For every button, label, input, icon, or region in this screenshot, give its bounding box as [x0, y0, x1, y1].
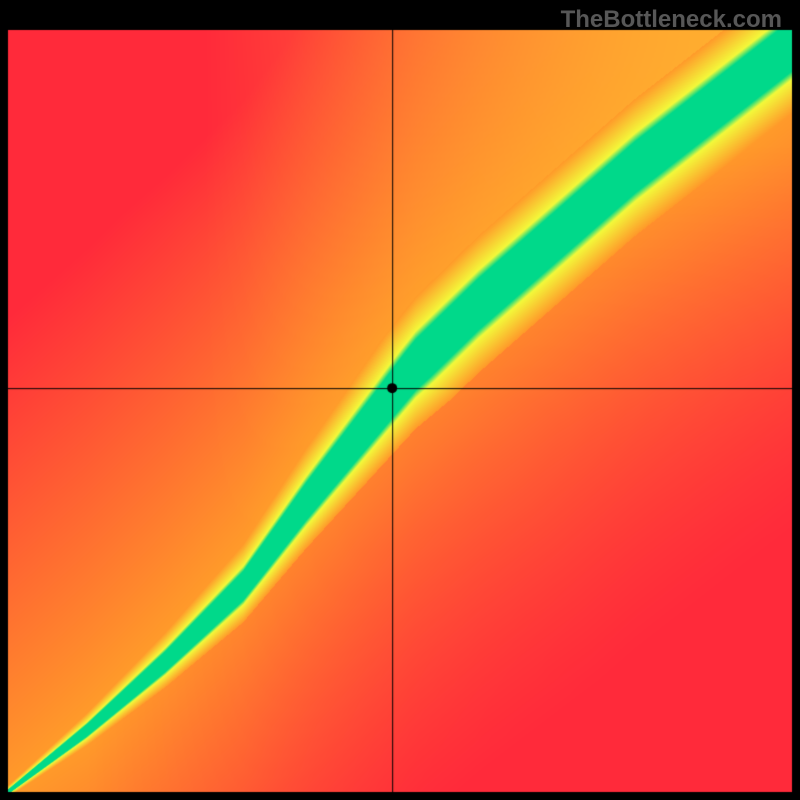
heatmap-canvas: [0, 0, 800, 800]
watermark-text: TheBottleneck.com: [561, 6, 782, 34]
chart-container: TheBottleneck.com: [0, 0, 800, 800]
